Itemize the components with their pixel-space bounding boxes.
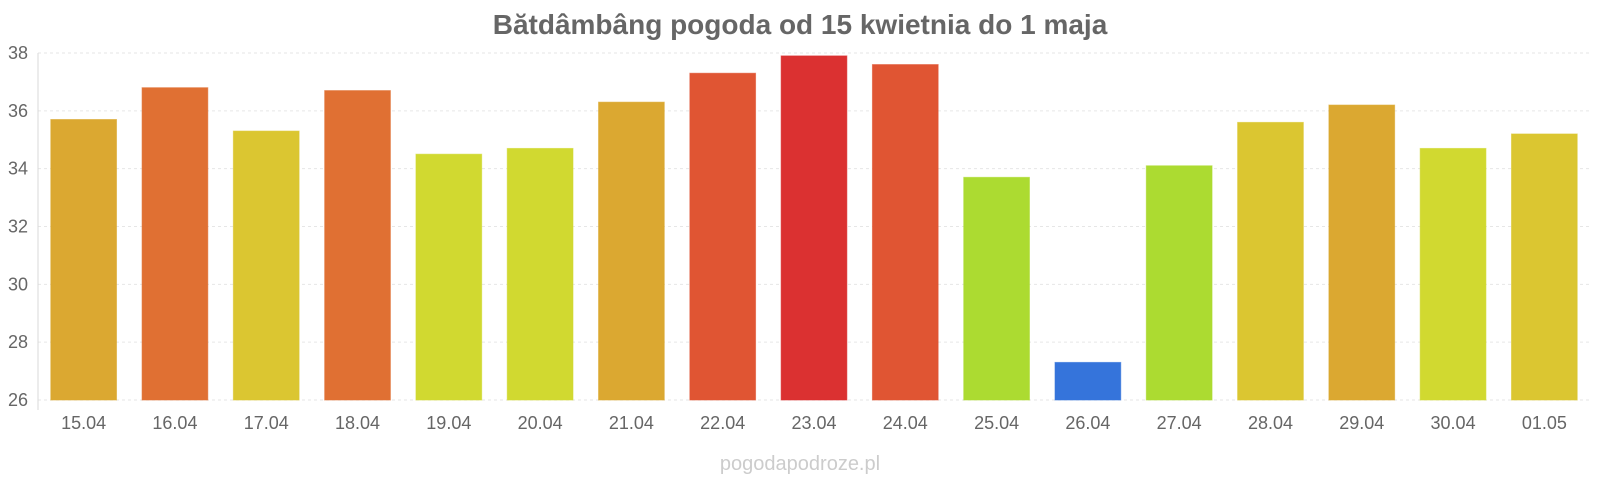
bar-29.04 <box>1328 104 1396 401</box>
y-tick-label: 34 <box>8 159 28 179</box>
bar-01.05 <box>1510 133 1578 401</box>
bars <box>50 55 1578 401</box>
x-tick-label: 16.04 <box>152 413 197 433</box>
watermark: pogodapodroze.pl <box>720 453 880 475</box>
bar-26.04 <box>1054 361 1122 401</box>
bar-20.04 <box>506 147 574 401</box>
x-tick-label: 26.04 <box>1065 413 1110 433</box>
x-tick-label: 19.04 <box>426 413 471 433</box>
bar-15.04 <box>50 119 118 401</box>
bar-17.04 <box>232 130 300 401</box>
x-axis-ticks: 15.04 16.04 17.04 18.04 19.04 20.04 21.04 22.04… <box>61 413 1567 433</box>
y-tick-label: 26 <box>8 390 28 410</box>
y-tick-label: 38 <box>8 43 28 63</box>
chart-title: Bătdâmbâng pogoda od 15 kwietnia do 1 ma… <box>493 9 1108 40</box>
bar-27.04 <box>1145 165 1213 401</box>
x-tick-label: 28.04 <box>1248 413 1293 433</box>
bar-25.04 <box>963 176 1030 401</box>
y-tick-label: 30 <box>8 274 28 294</box>
bar-28.04 <box>1237 121 1304 401</box>
x-tick-label: 01.05 <box>1522 413 1567 433</box>
x-tick-label: 17.04 <box>244 413 289 433</box>
x-tick-label: 15.04 <box>61 413 106 433</box>
x-tick-label: 25.04 <box>974 413 1019 433</box>
x-tick-label: 27.04 <box>1157 413 1202 433</box>
bar-23.04 <box>780 55 848 401</box>
x-tick-label: 30.04 <box>1431 413 1476 433</box>
x-tick-label: 21.04 <box>609 413 654 433</box>
x-tick-label: 24.04 <box>883 413 928 433</box>
bar-19.04 <box>415 153 483 401</box>
x-tick-label: 18.04 <box>335 413 380 433</box>
x-tick-label: 22.04 <box>700 413 745 433</box>
x-tick-label: 20.04 <box>518 413 563 433</box>
y-tick-label: 28 <box>8 332 28 352</box>
y-tick-label: 36 <box>8 101 28 121</box>
bar-24.04 <box>871 64 939 401</box>
bar-18.04 <box>324 90 391 401</box>
x-tick-label: 23.04 <box>791 413 836 433</box>
bar-22.04 <box>689 72 757 401</box>
bar-16.04 <box>141 87 209 401</box>
bar-30.04 <box>1419 147 1487 401</box>
x-tick-label: 29.04 <box>1339 413 1384 433</box>
y-axis-ticks: 26 28 30 32 34 36 38 <box>8 43 28 410</box>
bar-21.04 <box>598 101 665 401</box>
y-tick-label: 32 <box>8 217 28 237</box>
